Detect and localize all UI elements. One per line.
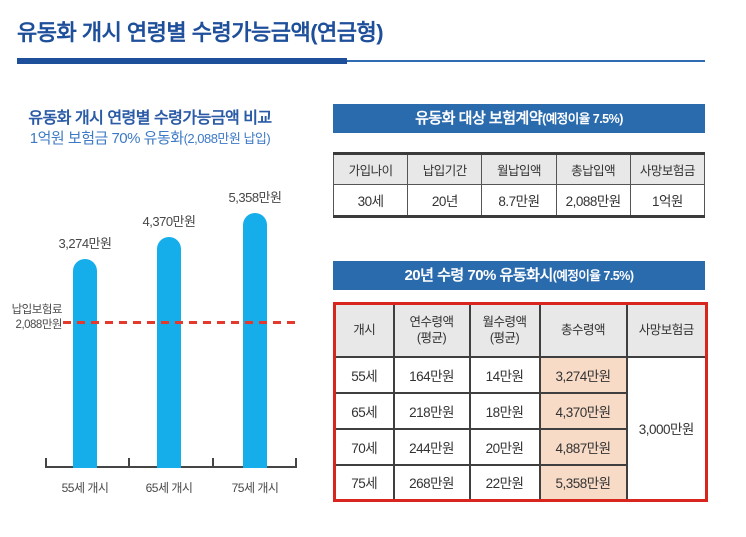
payout-monthly-55: 14만원 xyxy=(468,355,541,394)
bar-group-75: 5,358만원 xyxy=(215,187,295,468)
payout-header-paren: (예정이율 7.5%) xyxy=(552,269,634,283)
payout-col-monthly-sublabel: (평균) xyxy=(489,331,520,346)
payout-col-death-label: 사망보험금 xyxy=(638,323,695,338)
x-axis-tick xyxy=(45,458,47,468)
contract-header-paren: (예정이율 7.5%) xyxy=(542,112,623,126)
chart-subtitle-main: 1억원 보험금 70% 유동화 xyxy=(29,130,184,147)
title-divider-thin xyxy=(347,60,705,62)
payout-col-start: 개시 xyxy=(333,302,395,358)
payout-monthly-70: 20만원 xyxy=(468,427,541,466)
contract-col-age: 가입나이 xyxy=(332,152,409,185)
payout-total-75: 5,358만원 xyxy=(538,463,628,502)
payout-annual-75: 268만원 xyxy=(392,463,471,502)
contract-col-monthly: 월납입액 xyxy=(481,152,557,185)
bar-value-label-65: 4,370만원 xyxy=(142,214,196,229)
payout-col-start-label: 개시 xyxy=(353,323,376,338)
bar-55 xyxy=(73,259,97,468)
payout-col-monthly: 월수령액 (평균) xyxy=(468,302,541,358)
contract-death-value: 1억원 xyxy=(629,184,706,218)
x-axis-tick xyxy=(128,458,130,468)
baseline-label-line1: 납입보험료 xyxy=(11,304,63,316)
bar-75 xyxy=(243,213,267,468)
payout-header-main: 20년 수령 70% 유동화시 xyxy=(404,267,553,284)
x-axis-label-55: 55세 개시 xyxy=(61,481,109,495)
payout-col-death: 사망보험금 xyxy=(625,302,708,358)
contract-total-value: 2,088만원 xyxy=(555,184,631,218)
payout-total-65: 4,370만원 xyxy=(538,391,628,430)
x-axis-tick xyxy=(212,458,214,468)
payout-table: 개시 연수령액 (평균) 월수령액 (평균) 총수령액 사망보험금 55세 164만… xyxy=(333,302,708,502)
bar-value-label-75: 5,358만원 xyxy=(228,190,282,205)
payout-annual-55: 164만원 xyxy=(392,355,471,394)
baseline-label-line2: 2,088만원 xyxy=(15,318,63,331)
table-row: 70세 244만원 20만원 4,887만원 xyxy=(333,427,707,466)
payout-total-70: 4,887만원 xyxy=(538,427,628,466)
x-axis-label-75: 75세 개시 xyxy=(231,481,279,495)
bar-group-65: 4,370만원 xyxy=(129,211,209,468)
payout-col-total-label: 총수령액 xyxy=(560,323,606,338)
contract-section-header: 유동화 대상 보험계약(예정이율 7.5%) xyxy=(333,104,705,133)
baseline-label: 납입보험료 2,088만원 xyxy=(4,303,63,333)
payout-monthly-65: 18만원 xyxy=(468,391,541,430)
payout-col-annual: 연수령액 (평균) xyxy=(392,302,471,358)
payout-col-annual-label: 연수령액 xyxy=(409,315,454,329)
contract-table-header-row: 가입나이 납입기간 월납입액 총납입액 사망보험금 xyxy=(332,152,706,185)
payout-col-monthly-label: 월수령액 xyxy=(482,315,527,329)
table-row: 65세 218만원 18만원 4,370만원 xyxy=(333,391,707,430)
x-axis-label-65: 65세 개시 xyxy=(145,481,193,495)
chart-subtitle-paren: (2,088만원 납입) xyxy=(183,131,271,146)
payout-start-55: 55세 xyxy=(333,355,395,394)
contract-col-period: 납입기간 xyxy=(407,152,483,185)
contract-header-main: 유동화 대상 보험계약 xyxy=(415,110,543,127)
bar-value-label-55: 3,274만원 xyxy=(58,236,112,251)
contract-col-death: 사망보험금 xyxy=(629,152,706,185)
contract-table: 가입나이 납입기간 월납입액 총납입액 사망보험금 30세 20년 8.7만원 … xyxy=(332,152,706,218)
payout-col-total: 총수령액 xyxy=(538,302,628,358)
payout-start-70: 70세 xyxy=(333,427,395,466)
baseline-dashed-line xyxy=(63,321,297,324)
page-title: 유동화 개시 연령별 수령가능금액(연금형) xyxy=(17,20,384,45)
contract-monthly-value: 8.7만원 xyxy=(481,184,557,218)
payout-col-annual-sublabel: (평균) xyxy=(416,331,447,346)
chart-subtitle: 1억원 보험금 70% 유동화(2,088만원 납입) xyxy=(0,127,300,148)
table-row: 75세 268만원 22만원 5,358만원 xyxy=(333,463,707,502)
payout-section-header: 20년 수령 70% 유동화시(예정이율 7.5%) xyxy=(333,261,705,290)
payout-table-header-row: 개시 연수령액 (평균) 월수령액 (평균) 총수령액 사망보험금 xyxy=(333,302,708,358)
contract-age-value: 30세 xyxy=(332,184,409,218)
payout-start-75: 75세 xyxy=(333,463,395,502)
table-row: 30세 20년 8.7만원 2,088만원 1억원 xyxy=(332,184,706,218)
title-divider-thick xyxy=(17,58,347,64)
contract-col-total: 총납입액 xyxy=(555,152,631,185)
payout-total-55: 3,274만원 xyxy=(538,355,628,394)
contract-period-value: 20년 xyxy=(407,184,483,218)
chart-title: 유동화 개시 연령별 수령가능금액 비교 xyxy=(28,110,272,127)
table-row: 55세 164만원 14만원 3,274만원 3,000만원 xyxy=(333,355,708,502)
payout-annual-65: 218만원 xyxy=(392,391,471,430)
payout-annual-70: 244만원 xyxy=(392,427,471,466)
bar-65 xyxy=(157,237,181,468)
bar-group-55: 3,274만원 xyxy=(45,233,125,468)
x-axis-tick xyxy=(295,458,297,468)
payout-monthly-75: 22만원 xyxy=(468,463,541,502)
payout-start-65: 65세 xyxy=(333,391,395,430)
payout-death-benefit-merged: 3,000만원 xyxy=(625,355,708,502)
